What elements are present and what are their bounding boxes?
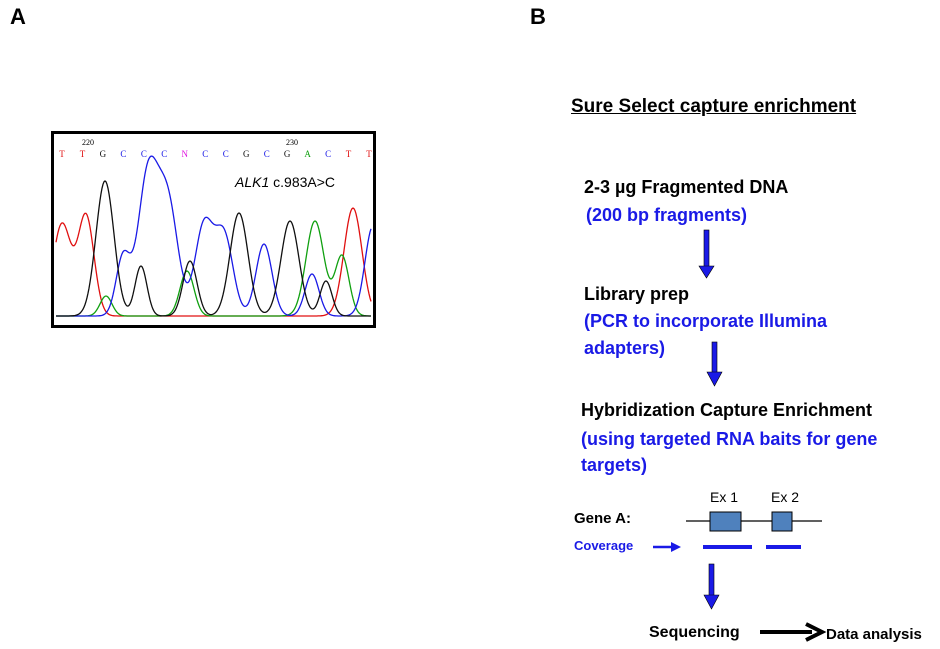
base-call: G <box>100 149 107 159</box>
exon-1-label: Ex 1 <box>710 489 739 505</box>
panel-label-b: B <box>530 4 546 29</box>
base-call: G <box>284 149 291 159</box>
step-fragmented-dna-title: 2-3 µg Fragmented DNA <box>584 177 789 197</box>
step-fragmented-dna-note: (200 bp fragments) <box>586 205 748 225</box>
down-arrow-3 <box>703 563 720 610</box>
mutation-label: ALK1 c.983A>C <box>234 174 335 190</box>
step-hybridization-title: Hybridization Capture Enrichment <box>581 400 873 420</box>
trace-C <box>56 155 372 317</box>
base-call: T <box>80 149 86 159</box>
step-library-prep-note-line1: (PCR to incorporate Illumina <box>584 311 828 331</box>
panel-label-a: A <box>10 4 26 29</box>
base-call: T <box>366 149 372 159</box>
base-call: N <box>182 149 189 159</box>
step-library-prep-title: Library prep <box>584 284 690 304</box>
mutation-change: c.983A>C <box>269 174 335 190</box>
gene-label: Gene A: <box>574 510 631 527</box>
base-call: T <box>346 149 352 159</box>
base-call: A <box>304 149 311 159</box>
position-label-230: 230 <box>286 138 298 147</box>
base-call: C <box>264 149 270 159</box>
exon-2-box <box>771 511 793 532</box>
chromatogram-plot: 220 230 T T G C C C N C C G C G A C T T ALK1 c.983A>C <box>55 138 372 317</box>
workflow-title: Sure Select capture enrichment <box>571 96 857 117</box>
data-analysis-label: Data analysis <box>826 626 922 643</box>
base-call: C <box>202 149 208 159</box>
step-library-prep-note-line2: adapters) <box>584 338 666 358</box>
base-call: G <box>243 149 250 159</box>
base-call: C <box>223 149 229 159</box>
chromatogram-panel: 220 230 T T G C C C N C C G C G A C T T ALK1 c.983A>C <box>51 131 376 328</box>
trace-G <box>56 180 371 317</box>
mutation-gene: ALK1 <box>234 174 269 190</box>
exon-2-label: Ex 2 <box>771 489 800 505</box>
black-arrow-icon <box>760 622 827 642</box>
step-hybridization-note-line1: (using targeted RNA baits for gene <box>581 429 878 449</box>
position-label-220: 220 <box>82 138 94 147</box>
base-call: C <box>325 149 331 159</box>
base-call: C <box>161 149 167 159</box>
exon-1-box <box>709 511 742 532</box>
down-arrow-1 <box>698 229 715 279</box>
base-call: C <box>120 149 126 159</box>
chromatogram-traces <box>55 155 372 317</box>
trace-A <box>56 220 371 317</box>
step-hybridization-note-line2: targets) <box>581 455 648 475</box>
base-call: C <box>141 149 147 159</box>
coverage-label: Coverage <box>574 538 634 553</box>
down-arrow-2 <box>706 341 723 387</box>
base-call: T <box>59 149 65 159</box>
sequencing-label: Sequencing <box>649 624 740 641</box>
